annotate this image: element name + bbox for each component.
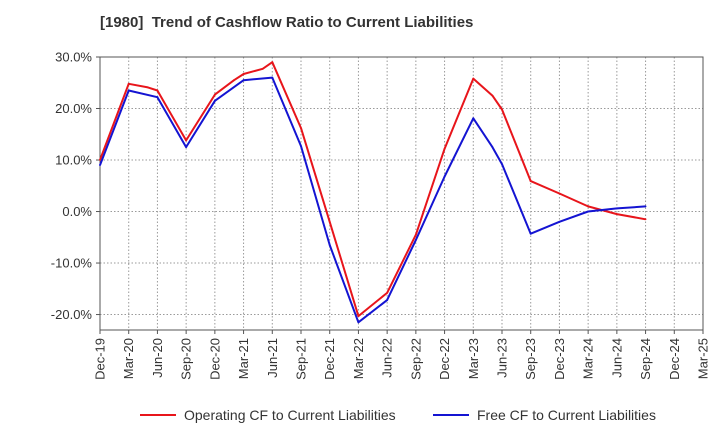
- y-tick-label: -20.0%: [51, 307, 93, 322]
- data-point-operating-cf: [233, 79, 235, 82]
- data-point-free-cf: [491, 146, 494, 149]
- x-tick-label: Sep-23: [523, 338, 538, 380]
- x-tick-label: Jun-20: [150, 338, 165, 378]
- data-point-operating-cf: [587, 205, 590, 208]
- data-point-free-cf: [644, 205, 647, 208]
- data-point-operating-cf: [644, 218, 647, 221]
- data-point-free-cf: [156, 96, 159, 99]
- x-tick-label: Jun-24: [609, 338, 624, 378]
- data-point-free-cf: [558, 220, 561, 223]
- x-tick-label: Sep-21: [294, 338, 309, 380]
- legend-swatch-free-cf: [433, 414, 469, 416]
- x-tick-label: Jun-21: [265, 338, 280, 378]
- x-tick-label: Sep-20: [179, 338, 194, 380]
- data-point-operating-cf: [242, 73, 245, 75]
- x-tick-label: Dec-24: [667, 338, 682, 380]
- data-point-operating-cf: [357, 315, 360, 317]
- x-tick-label: Jun-23: [495, 338, 510, 378]
- data-point-operating-cf: [414, 233, 417, 236]
- data-point-free-cf: [357, 321, 360, 324]
- series-layer: [99, 61, 647, 324]
- data-point-free-cf: [414, 238, 417, 241]
- legend-swatch-operating-cf: [140, 414, 176, 416]
- data-point-operating-cf: [300, 127, 302, 129]
- x-tick-label: Mar-24: [581, 338, 596, 379]
- data-point-free-cf: [587, 210, 590, 213]
- plot-frame: [99, 56, 704, 331]
- y-tick-label: 10.0%: [55, 153, 92, 168]
- data-point-free-cf: [472, 117, 475, 120]
- x-tick-label: Mar-23: [466, 338, 481, 379]
- y-tick-label: 20.0%: [55, 101, 92, 116]
- data-point-free-cf: [242, 79, 245, 82]
- x-tick-label: Sep-22: [408, 338, 423, 380]
- y-tick-label: 30.0%: [55, 50, 92, 65]
- series-line-free-cf: [99, 76, 646, 324]
- data-point-operating-cf: [501, 108, 503, 111]
- data-point-operating-cf: [615, 213, 618, 216]
- data-point-operating-cf: [127, 82, 130, 85]
- data-point-free-cf: [501, 163, 503, 166]
- data-point-operating-cf: [146, 86, 149, 89]
- data-point-free-cf: [328, 244, 331, 246]
- legend-label-free-cf: Free CF to Current Liabilities: [477, 407, 656, 423]
- data-point-free-cf: [615, 207, 618, 210]
- data-point-operating-cf: [99, 159, 101, 161]
- data-point-operating-cf: [386, 292, 389, 294]
- legend: Operating CF to Current Liabilities Free…: [0, 404, 720, 426]
- data-point-free-cf: [213, 99, 216, 102]
- data-point-free-cf: [386, 299, 389, 302]
- data-point-operating-cf: [328, 220, 331, 223]
- data-point-operating-cf: [443, 147, 446, 150]
- data-point-free-cf: [99, 164, 101, 167]
- data-point-operating-cf: [529, 180, 532, 183]
- chart-title: [1980] Trend of Cashflow Ratio to Curren…: [100, 14, 474, 31]
- x-tick-label: Dec-19: [93, 338, 108, 380]
- x-tick-label: Mar-22: [351, 338, 366, 379]
- x-tick-label: Mar-21: [236, 338, 251, 379]
- x-tick-label: Dec-22: [437, 338, 452, 380]
- legend-item-operating-cf: Operating CF to Current Liabilities: [140, 404, 396, 426]
- data-point-free-cf: [529, 232, 532, 235]
- data-point-operating-cf: [558, 192, 561, 195]
- x-tick-label: Dec-20: [207, 338, 222, 380]
- data-point-free-cf: [443, 175, 446, 178]
- data-point-free-cf: [271, 76, 274, 79]
- y-tick-label: -10.0%: [51, 256, 93, 271]
- x-tick-label: Sep-24: [638, 338, 653, 380]
- data-point-operating-cf: [185, 139, 188, 142]
- x-tick-label: Mar-20: [121, 338, 136, 379]
- data-point-operating-cf: [271, 61, 274, 64]
- data-point-operating-cf: [491, 94, 494, 97]
- legend-item-free-cf: Free CF to Current Liabilities: [433, 404, 656, 426]
- data-point-free-cf: [300, 145, 302, 148]
- labels-layer: 30.0% 20.0% 10.0% 0.0% -10.0% -20.0% Dec-19 Mar…: [51, 50, 711, 380]
- data-point-free-cf: [127, 89, 130, 92]
- data-point-free-cf: [185, 146, 188, 149]
- x-tick-label: Jun-22: [380, 338, 395, 378]
- x-tick-label: Mar-25: [696, 338, 711, 379]
- data-point-operating-cf: [261, 67, 264, 70]
- axes-layer: [96, 56, 704, 334]
- data-point-operating-cf: [156, 89, 159, 92]
- grid-layer: [100, 57, 703, 330]
- y-tick-label: 0.0%: [62, 204, 92, 219]
- data-point-operating-cf: [472, 77, 475, 80]
- legend-label-operating-cf: Operating CF to Current Liabilities: [184, 407, 396, 423]
- data-point-operating-cf: [213, 93, 216, 96]
- x-tick-label: Dec-23: [552, 338, 567, 380]
- series-line-operating-cf: [99, 61, 646, 318]
- x-tick-label: Dec-21: [322, 338, 337, 380]
